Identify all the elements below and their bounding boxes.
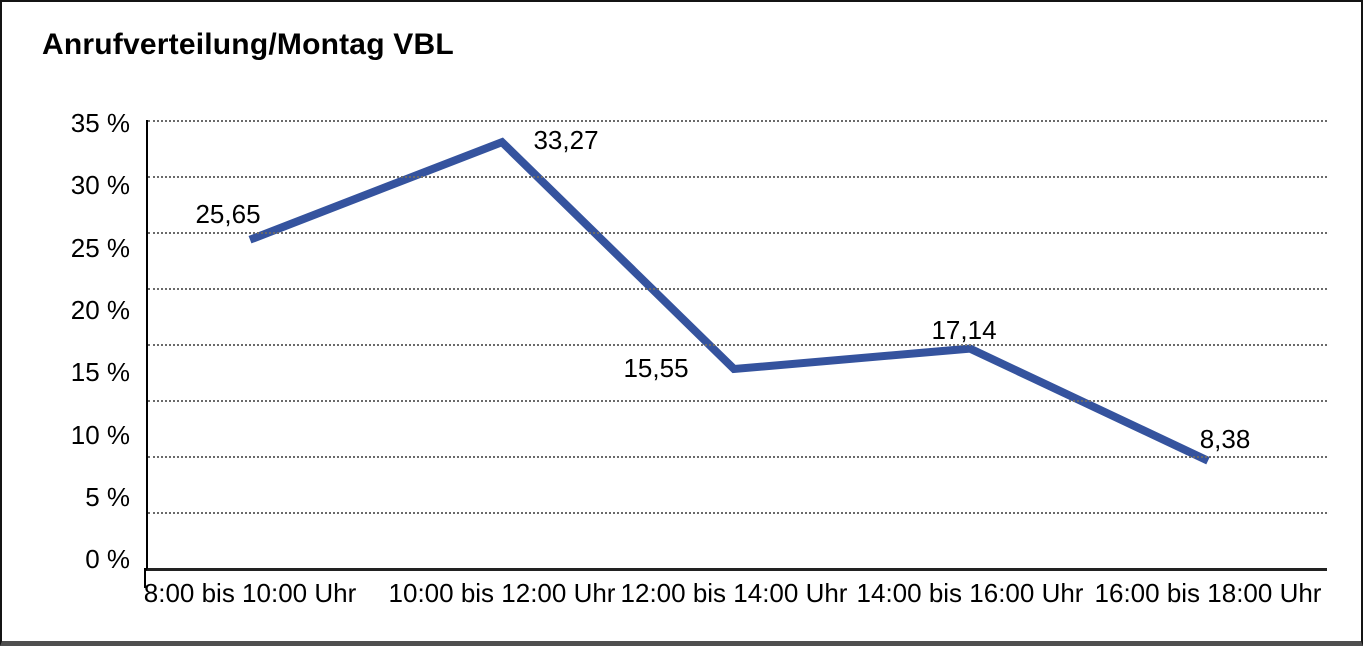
gridline: [148, 344, 1327, 346]
gridline: [148, 232, 1327, 234]
data-point-label: 17,14: [931, 314, 997, 345]
gridline: [148, 456, 1327, 458]
y-tick-label: 0 %: [85, 544, 130, 575]
y-tick-label: 30 %: [70, 170, 130, 201]
x-axis-label: 8:00 bis 10:00 Uhr: [143, 578, 357, 608]
gridline: [148, 120, 1327, 122]
data-point-label: 15,55: [623, 353, 689, 383]
y-tick-label: 10 %: [70, 419, 130, 450]
gridline: [148, 176, 1327, 178]
data-point-label: 33,27: [533, 125, 599, 156]
gridline: [148, 288, 1327, 290]
x-axis-label: 10:00 bis 12:00 Uhr: [388, 578, 616, 608]
x-axis-label: 14:00 bis 16:00 Uhr: [856, 578, 1084, 608]
data-point-label: 25,65: [195, 198, 261, 229]
data-line: [248, 137, 1210, 465]
line-chart-svg: [248, 137, 1210, 465]
x-axis-label: 12:00 bis 14:00 Uhr: [620, 578, 848, 608]
y-tick-label: 15 %: [70, 357, 130, 388]
y-tick-label: 35 %: [70, 108, 130, 138]
y-tick-label: 5 %: [85, 481, 130, 512]
data-point-label: 8,38: [1199, 423, 1251, 454]
y-tick-label: 20 %: [70, 294, 130, 325]
chart-title: Anrufverteilung/Montag VBL: [42, 28, 454, 61]
y-axis-end-tick: [144, 568, 146, 588]
plot-area: 8:00 bis 10:00 Uhr 10:00 bis 12:00 Uhr 12:…: [144, 120, 1327, 606]
gridline: [148, 512, 1327, 514]
y-tick-label: 25 %: [70, 232, 130, 263]
x-axis-label: 16:00 bis 18:00 Uhr: [1094, 578, 1322, 608]
gridline: [148, 400, 1327, 402]
